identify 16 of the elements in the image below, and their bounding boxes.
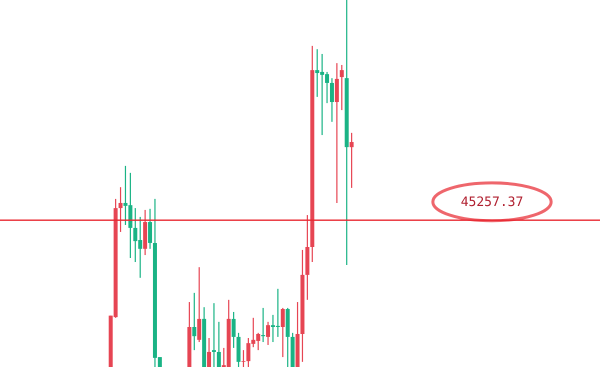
candlestick	[350, 132, 354, 189]
candlestick	[212, 302, 216, 367]
candlestick	[118, 186, 123, 233]
candlestick	[197, 266, 202, 343]
annotation: 45257.37	[460, 194, 524, 210]
candlestick	[330, 78, 334, 122]
candlestick	[148, 208, 152, 250]
candlestick	[241, 350, 246, 367]
candlestick	[266, 321, 270, 346]
candlestick	[207, 337, 212, 367]
candlestick	[192, 292, 196, 351]
candlestick	[334, 62, 339, 204]
candlestick	[216, 321, 221, 367]
candlestick	[280, 307, 285, 358]
candlestick	[232, 311, 236, 349]
candlestick	[340, 64, 344, 111]
